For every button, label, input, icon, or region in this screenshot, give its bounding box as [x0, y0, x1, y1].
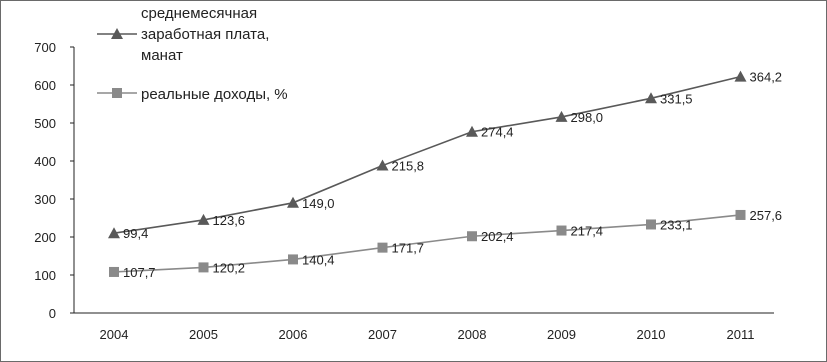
- data-label: 140,4: [302, 252, 335, 267]
- data-point-marker: [467, 231, 477, 242]
- y-tick-label: 0: [49, 306, 56, 321]
- data-point-marker: [109, 266, 119, 277]
- data-point-marker: [197, 213, 210, 225]
- data-label: 364,2: [750, 70, 783, 85]
- legend-label: реальные доходы, %: [141, 86, 288, 103]
- x-tick-label: 2006: [279, 327, 308, 342]
- data-point-marker: [376, 159, 389, 171]
- data-point-marker: [377, 242, 388, 253]
- y-tick-label: 700: [34, 40, 56, 55]
- data-label: 233,1: [660, 217, 693, 232]
- x-tick-label: 2007: [368, 327, 397, 342]
- data-point-marker: [646, 219, 656, 230]
- data-label: 123,6: [213, 213, 246, 228]
- data-point-marker: [556, 225, 567, 236]
- data-label: 257,6: [750, 208, 783, 223]
- data-label: 331,5: [660, 91, 693, 106]
- x-tick-label: 2010: [637, 327, 666, 342]
- data-label: 217,4: [571, 224, 604, 239]
- x-tick-label: 2011: [727, 327, 755, 342]
- legend-marker: [112, 88, 122, 98]
- y-tick-label: 100: [34, 268, 56, 283]
- data-label: 215,8: [392, 159, 425, 174]
- legend-label: заработная плата,: [141, 26, 269, 43]
- legend-label: манат: [141, 47, 183, 64]
- legend-marker: [111, 28, 123, 39]
- y-tick-label: 600: [34, 78, 56, 93]
- data-point-marker: [735, 209, 746, 220]
- data-point-marker: [645, 92, 657, 104]
- data-label: 99,4: [123, 226, 148, 241]
- y-tick-label: 300: [34, 192, 56, 207]
- y-tick-label: 400: [34, 154, 56, 169]
- data-label: 274,4: [481, 125, 514, 140]
- data-point-marker: [288, 254, 298, 265]
- legend-label: среднемесячная: [141, 5, 257, 22]
- data-point-marker: [555, 110, 568, 122]
- y-tick-label: 500: [34, 116, 56, 131]
- x-tick-label: 2009: [547, 327, 576, 342]
- data-point-marker: [108, 227, 120, 239]
- data-point-marker: [734, 70, 747, 82]
- y-tick-label: 200: [34, 230, 56, 245]
- data-point-marker: [198, 262, 209, 273]
- data-label: 171,7: [392, 241, 425, 256]
- data-point-marker: [287, 196, 299, 208]
- x-tick-label: 2008: [458, 327, 487, 342]
- x-tick-label: 2005: [189, 327, 218, 342]
- data-label: 149,0: [302, 196, 335, 211]
- data-label: 120,2: [213, 260, 246, 275]
- data-label: 202,4: [481, 229, 514, 244]
- series-line: [113, 75, 741, 234]
- series-line: [113, 214, 741, 273]
- data-label: 298,0: [571, 110, 604, 125]
- data-point-marker: [466, 125, 478, 137]
- data-label: 107,7: [123, 265, 156, 280]
- x-tick-label: 2004: [100, 327, 129, 342]
